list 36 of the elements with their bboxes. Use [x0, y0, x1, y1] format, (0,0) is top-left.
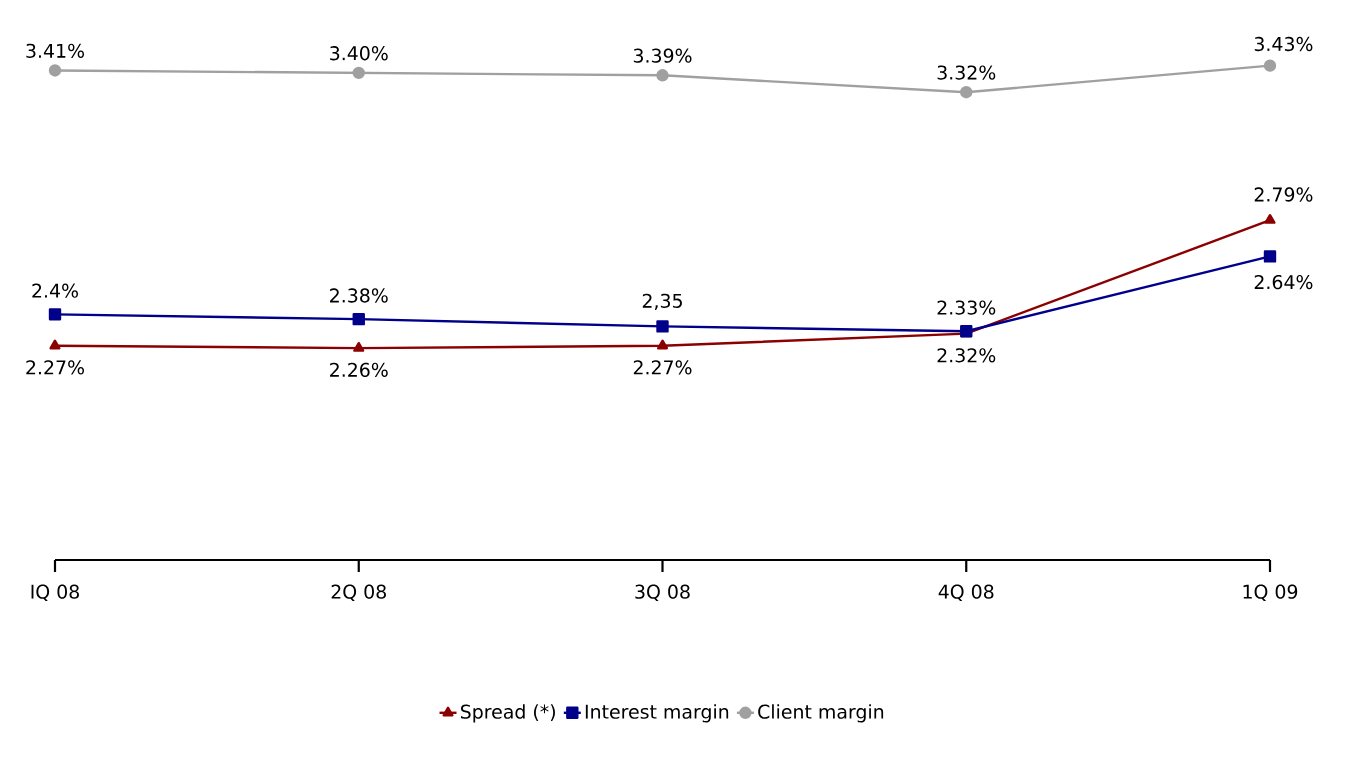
legend-label: Interest margin — [585, 704, 729, 723]
data-label: 3.43% — [1254, 36, 1313, 52]
data-label: 3.39% — [633, 48, 692, 63]
x-tick-label: 4Q 08 — [938, 584, 994, 601]
data-label: 2,35 — [642, 293, 682, 310]
data-label: 2.27% — [26, 360, 85, 375]
data-label: 2.32% — [937, 348, 996, 363]
data-label: 3.32% — [937, 65, 996, 80]
point — [656, 339, 669, 350]
legend-label: Client margin — [758, 704, 884, 723]
data-label: 2.38% — [330, 288, 388, 303]
data-label: 3.41% — [26, 43, 85, 58]
data-label: 2.64% — [1254, 274, 1313, 290]
point — [656, 320, 669, 333]
data-label: 2.79% — [1254, 187, 1313, 202]
point — [48, 308, 62, 321]
point — [1263, 59, 1277, 72]
x-tick-label: 1Q 09 — [1243, 584, 1298, 601]
data-label: 2.27% — [633, 360, 692, 375]
point — [1263, 250, 1277, 263]
data-label: 3.40% — [330, 46, 388, 61]
legend-label: Spread (*) — [460, 704, 555, 723]
point — [656, 69, 669, 82]
x-tick-label: 2Q 08 — [331, 584, 386, 601]
data-label: 2.4% — [32, 283, 78, 298]
data-label: 2.33% — [937, 300, 996, 315]
x-tick-label: 3Q 08 — [635, 584, 690, 601]
point — [49, 339, 61, 350]
x-tick-label: IQ 08 — [31, 584, 79, 601]
point — [353, 341, 365, 352]
point — [48, 64, 62, 77]
point — [960, 86, 973, 99]
point — [352, 312, 365, 326]
point — [352, 66, 365, 80]
data-label: 2.26% — [330, 362, 388, 377]
point — [1264, 213, 1276, 224]
